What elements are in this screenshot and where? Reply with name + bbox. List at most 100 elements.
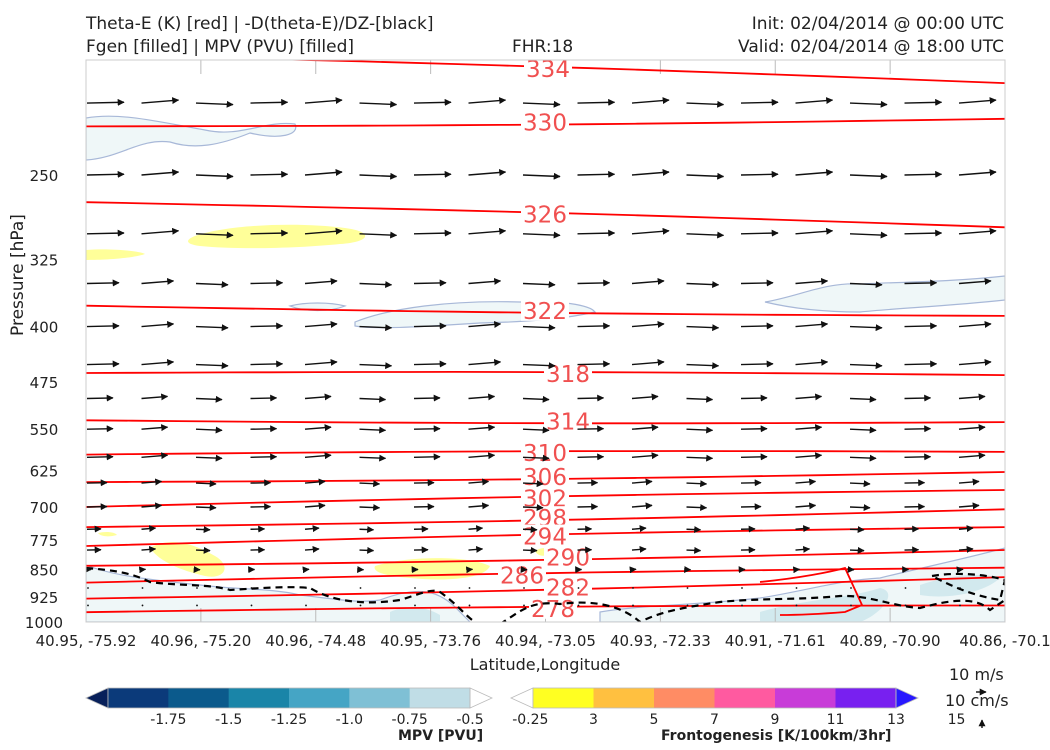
- wind-dot: [141, 587, 144, 589]
- wind-vector: [250, 394, 278, 402]
- wind-dot: [250, 587, 253, 589]
- x-tick-label: 40.95, -75.92: [36, 632, 137, 650]
- wind-vector: [958, 525, 974, 533]
- mpv-colorbar-frame: [107, 687, 471, 709]
- wind-vector: [468, 452, 496, 460]
- wind-vector: [631, 97, 670, 105]
- wind-vector: [686, 362, 720, 370]
- wind-vector: [577, 425, 605, 433]
- wind-vector: [86, 322, 120, 330]
- wind-vector: [686, 454, 714, 462]
- wind-vector: [795, 97, 834, 105]
- wind-vector: [468, 478, 490, 486]
- wind-vector: [904, 394, 932, 402]
- wind-vector: [522, 480, 544, 488]
- wind-vector: [86, 229, 125, 237]
- wind-vector: [958, 97, 997, 105]
- wind-vector: [958, 452, 986, 460]
- x-tick-label: 40.94, -73.05: [495, 632, 596, 650]
- wind-vector: [740, 322, 774, 330]
- y-tick-label: 775: [30, 532, 59, 550]
- wind-vector: [86, 453, 114, 461]
- mpv-colorbar-tick-label: -1.25: [271, 712, 307, 728]
- wind-vector: [141, 169, 180, 177]
- wind-vector: [631, 277, 665, 285]
- wind-vector: [359, 454, 387, 462]
- wind-vector: [795, 478, 817, 486]
- x-tick-label: 40.91, -71.61: [725, 632, 826, 650]
- y-axis-label: Pressure [hPa]: [8, 214, 28, 336]
- wind-vector: [686, 426, 714, 434]
- wind-vector: [522, 426, 550, 434]
- theta-e-label: 286: [500, 564, 544, 590]
- wind-vector: [522, 281, 556, 289]
- fgen-colorbar-segment: [533, 688, 594, 708]
- fgen-colorbar-segment: [714, 688, 776, 708]
- fgen-region: [188, 224, 366, 249]
- wind-vector: [958, 320, 992, 328]
- fgen-colorbar-segment: [835, 688, 897, 708]
- wind-vector: [468, 502, 490, 510]
- wind-vector: [304, 358, 338, 366]
- wind-vector: [468, 424, 496, 432]
- wind-dot: [196, 604, 198, 607]
- wind-vector: [468, 545, 484, 553]
- wind-dot: [196, 587, 198, 589]
- fgen-region: [86, 249, 145, 260]
- wind-dot: [305, 604, 307, 607]
- wind-vector: [304, 525, 320, 533]
- y-tick-label: 700: [30, 499, 59, 517]
- theta-e-label: 334: [526, 57, 570, 83]
- theta-e-label-bg: [524, 60, 572, 79]
- wind-vector: [795, 393, 823, 401]
- wind-vector: [686, 526, 702, 534]
- wind-vector: [631, 227, 670, 235]
- wind-dot: [141, 604, 144, 607]
- wind-vector: [795, 169, 834, 177]
- title-left-line1: Theta-E (K) [red] | -D(theta-E)/DZ-[blac…: [86, 14, 434, 34]
- theta-e-label: 322: [523, 299, 567, 325]
- wind-vector: [413, 279, 447, 287]
- wind-vector: [141, 424, 169, 432]
- wind-vector: [631, 452, 659, 460]
- wind-vector: [904, 279, 938, 287]
- wind-vector: [686, 100, 725, 108]
- wind-vector: [413, 360, 447, 368]
- wind-vector: [195, 546, 211, 554]
- wind-vector: [468, 525, 484, 533]
- wind-dot: [250, 604, 253, 607]
- wind-dot: [87, 587, 89, 589]
- x-axis-ticks: 40.95, -75.92 40.96, -75.20 40.96, -74.48 4…: [36, 632, 1050, 650]
- fgen-colorbar-tick-label: 3: [589, 712, 598, 728]
- wind-vector: [631, 502, 653, 510]
- wind-vector: [522, 362, 556, 370]
- wind-vector: [359, 324, 393, 332]
- wind-vector: [904, 453, 932, 461]
- wind-vector: [849, 100, 888, 108]
- wind-vector: [86, 425, 114, 433]
- wind-vector: [195, 362, 229, 370]
- wind-dot: [741, 604, 743, 607]
- wind-vector: [141, 545, 157, 553]
- mpv-colorbar-tick-label: -1.5: [215, 712, 242, 728]
- theta-e-label-bg: [529, 596, 577, 619]
- wind-vector: [304, 393, 332, 401]
- theta-e-label-bg: [544, 409, 592, 432]
- wind-dot: [904, 604, 907, 607]
- wind-vector: [468, 320, 502, 328]
- wind-vector: [195, 454, 223, 462]
- theta-e-label: 278: [531, 597, 575, 623]
- title-left-line2: Fgen [filled] | MPV (PVU) [filled]: [86, 37, 355, 57]
- wind-vector: [359, 281, 393, 289]
- wind-vector: [468, 97, 507, 105]
- wind-dot: [850, 604, 852, 607]
- wind-vector: [577, 98, 616, 106]
- y-tick-label: 400: [30, 319, 59, 337]
- wind-dot: [305, 587, 307, 589]
- wind-vector: [577, 394, 605, 402]
- wind-vector: [740, 453, 768, 461]
- x-tick-label: 40.89, -70.90: [840, 632, 941, 650]
- mpv-region: [764, 275, 1005, 313]
- mpv-colorbar-segment: [349, 688, 411, 708]
- wind-vector: [413, 322, 447, 330]
